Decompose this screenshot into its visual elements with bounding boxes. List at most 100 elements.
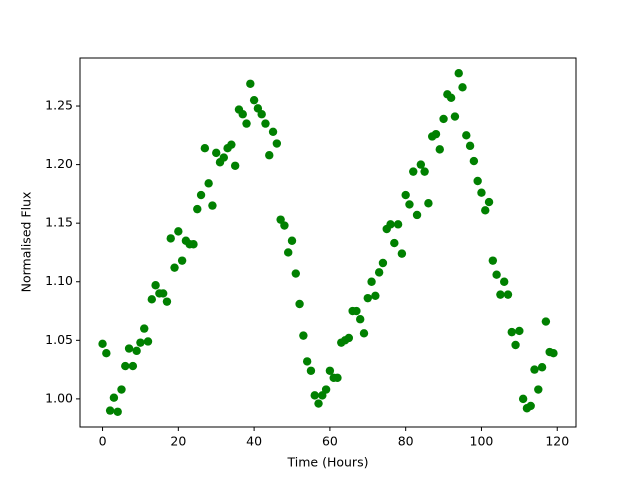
y-tick-label: 1.10 xyxy=(45,273,73,288)
point xyxy=(359,329,369,338)
point xyxy=(344,333,354,343)
point xyxy=(409,167,418,176)
point xyxy=(374,268,384,277)
point xyxy=(484,197,494,207)
point xyxy=(162,297,172,306)
point xyxy=(128,361,138,371)
point xyxy=(371,291,380,300)
point xyxy=(390,238,399,248)
point xyxy=(325,366,335,375)
y-tick-label: 1.20 xyxy=(45,156,73,171)
point xyxy=(405,200,414,209)
point xyxy=(537,363,547,372)
point xyxy=(469,156,479,166)
point xyxy=(299,331,308,340)
point xyxy=(212,148,221,158)
point xyxy=(227,140,236,149)
point xyxy=(518,394,528,404)
point xyxy=(280,221,289,230)
point xyxy=(117,385,126,394)
point xyxy=(431,129,441,139)
point xyxy=(166,234,175,243)
point xyxy=(352,306,361,316)
point xyxy=(249,95,259,105)
point xyxy=(302,357,312,366)
point xyxy=(147,295,157,304)
point xyxy=(526,401,535,411)
point xyxy=(265,151,274,160)
point xyxy=(420,167,429,176)
x-tick-label: 80 xyxy=(398,434,414,449)
point xyxy=(151,281,160,290)
point xyxy=(177,256,187,265)
point xyxy=(439,114,448,124)
point xyxy=(219,153,228,162)
x-tick-label: 60 xyxy=(322,434,338,449)
point xyxy=(386,220,395,229)
point xyxy=(481,206,490,215)
point xyxy=(204,179,213,188)
point xyxy=(492,270,501,279)
y-tick-label: 1.15 xyxy=(45,215,73,230)
point xyxy=(257,110,266,119)
point xyxy=(287,236,297,245)
x-tick-label: 40 xyxy=(246,434,262,449)
point xyxy=(363,293,372,303)
x-tick-label: 20 xyxy=(170,434,186,449)
point xyxy=(109,393,119,402)
point xyxy=(488,256,498,265)
point xyxy=(284,248,293,257)
point xyxy=(534,385,543,394)
point xyxy=(124,344,134,353)
point xyxy=(321,385,331,394)
point xyxy=(462,131,471,140)
point xyxy=(446,93,456,103)
point xyxy=(136,338,145,347)
point xyxy=(393,220,403,229)
x-axis-label: Time (Hours) xyxy=(287,455,369,470)
point xyxy=(170,263,179,272)
point xyxy=(333,373,342,382)
point xyxy=(454,69,463,78)
plot-frame xyxy=(79,57,577,428)
point xyxy=(268,127,278,136)
point xyxy=(230,161,240,170)
point xyxy=(200,144,210,153)
point xyxy=(105,406,115,415)
point xyxy=(424,199,433,208)
point xyxy=(496,290,505,299)
point xyxy=(503,290,513,299)
x-tick-label: 100 xyxy=(470,434,494,449)
point xyxy=(541,317,551,326)
point xyxy=(121,361,130,371)
point xyxy=(412,210,422,220)
point xyxy=(507,327,516,337)
point xyxy=(378,258,388,268)
point xyxy=(367,277,376,286)
point xyxy=(272,139,282,148)
x-tick-label: 120 xyxy=(545,434,569,449)
point xyxy=(511,340,520,350)
point xyxy=(143,337,153,346)
point xyxy=(416,160,426,169)
point xyxy=(113,407,122,416)
point xyxy=(499,277,509,286)
point xyxy=(515,326,524,336)
point xyxy=(238,110,247,119)
point xyxy=(208,201,217,210)
point xyxy=(246,79,255,88)
point xyxy=(477,188,486,197)
point xyxy=(310,391,319,400)
point xyxy=(242,119,251,128)
point xyxy=(291,269,300,278)
point xyxy=(314,399,323,408)
y-axis-label: Normalised Flux xyxy=(19,192,34,293)
point xyxy=(435,145,444,154)
point xyxy=(98,339,107,349)
point xyxy=(397,249,407,258)
point xyxy=(356,315,365,324)
point xyxy=(401,190,410,200)
y-tick-label: 1.05 xyxy=(45,332,73,347)
